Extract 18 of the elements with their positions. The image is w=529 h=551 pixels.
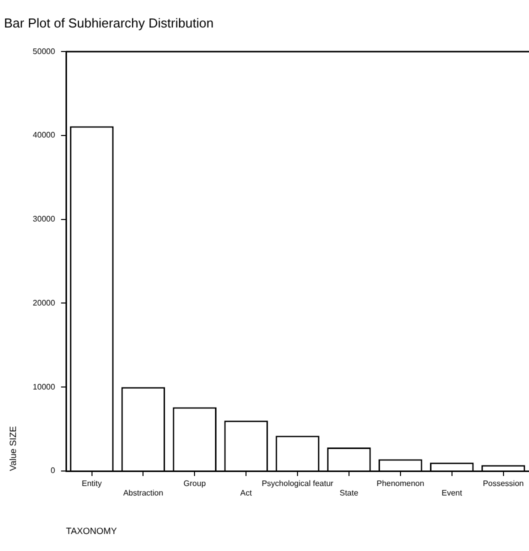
x-tick-label: Entity bbox=[82, 479, 102, 488]
y-tick-label: 0 bbox=[50, 466, 56, 476]
x-tick-label: Group bbox=[184, 479, 206, 488]
x-tick-label: Possession bbox=[482, 479, 524, 488]
x-tick-label: Phenomenon bbox=[376, 479, 424, 488]
x-tick-label: Event bbox=[442, 488, 463, 498]
chart-title: Bar Plot of Subhierarchy Distribution bbox=[4, 15, 214, 30]
y-tick-label: 50000 bbox=[32, 46, 56, 56]
y-tick-label: 10000 bbox=[32, 382, 56, 392]
y-tick-label: 40000 bbox=[32, 130, 56, 140]
x-tick-label: State bbox=[340, 488, 359, 498]
x-tick-label: Abstraction bbox=[123, 488, 164, 498]
x-tick-label: Act bbox=[240, 488, 253, 498]
y-tick-label: 30000 bbox=[32, 214, 56, 224]
y-tick-label: 20000 bbox=[32, 298, 56, 308]
x-axis-title: TAXONOMY bbox=[66, 526, 117, 536]
y-axis-title: Value SIZE bbox=[8, 426, 18, 471]
x-tick-label: Psychological featur bbox=[262, 479, 334, 488]
